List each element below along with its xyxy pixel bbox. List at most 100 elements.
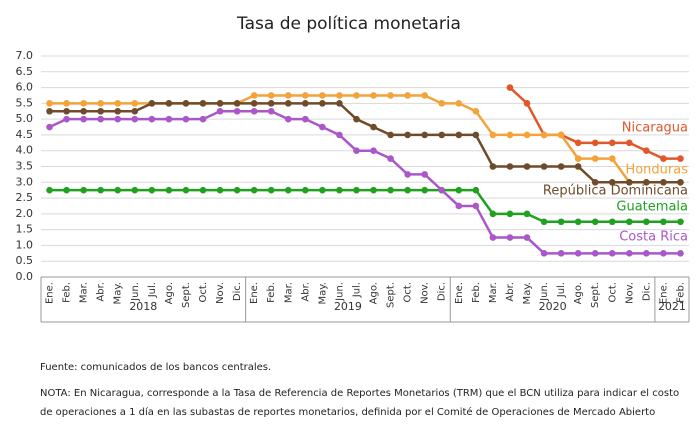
point [114, 115, 122, 123]
point [523, 234, 531, 241]
x-tick-label: Oct. [607, 282, 618, 302]
point [250, 186, 258, 194]
point [404, 186, 411, 194]
point [660, 250, 667, 257]
point [574, 139, 582, 147]
x-tick-label: Feb. [62, 282, 73, 303]
point [489, 234, 497, 241]
point [199, 115, 207, 123]
x-tick-label: Oct. [198, 282, 209, 302]
point [353, 186, 360, 194]
point [608, 155, 616, 162]
point [608, 250, 616, 257]
point [608, 218, 616, 226]
series-label: Costa Rica [619, 230, 688, 245]
x-tick-label: Oct. [403, 282, 414, 302]
point [370, 147, 377, 155]
y-tick-label: 3.0 [16, 175, 34, 188]
point [677, 250, 684, 257]
point [336, 131, 343, 139]
point [267, 186, 275, 194]
series-label: Nicaragua [622, 121, 688, 136]
point [472, 186, 480, 194]
source: Fuente: comunicados de los bancos centra… [40, 362, 272, 373]
chart-title: Tasa de política monetaria [236, 14, 461, 34]
point [336, 92, 343, 99]
point [540, 163, 548, 170]
year-label: 2021 [658, 300, 686, 313]
x-tick-label: Mar. [488, 282, 499, 303]
point [643, 178, 650, 186]
x-tick-label: Dic. [232, 282, 243, 301]
y-tick-label: 4.5 [16, 128, 34, 141]
point [506, 163, 514, 170]
point [421, 171, 428, 178]
x-tick-label: Abr. [300, 282, 311, 302]
point [677, 155, 684, 162]
point [302, 92, 309, 99]
point [455, 100, 463, 107]
x-tick-label: Jun. [130, 282, 141, 302]
point [250, 107, 258, 115]
x-tick-label: Jun. [539, 282, 550, 302]
x-tick-label: Ene. [454, 282, 465, 304]
point [591, 218, 599, 226]
point [46, 107, 53, 115]
point [643, 147, 650, 155]
point [216, 107, 224, 115]
point [626, 250, 633, 257]
point [97, 186, 104, 194]
year-label: 2019 [334, 300, 362, 313]
x-tick-label: Jul. [556, 282, 567, 298]
point [182, 100, 190, 107]
point [557, 250, 565, 257]
point [489, 163, 497, 170]
x-tick-label: Ago. [369, 282, 380, 304]
x-tick-label: May. [113, 282, 124, 304]
x-tick-label: Mar. [283, 282, 294, 303]
point [506, 84, 514, 91]
point [421, 186, 428, 194]
point [131, 186, 139, 194]
point [63, 186, 70, 194]
point [557, 163, 565, 170]
point [131, 100, 139, 107]
x-tick-label: Mar. [79, 282, 90, 303]
point [165, 186, 173, 194]
point [319, 123, 326, 131]
x-tick-label: Ene. [249, 282, 260, 304]
point [284, 115, 292, 123]
point [148, 186, 156, 194]
point [643, 250, 650, 257]
point [353, 115, 360, 123]
point [387, 155, 394, 162]
point [455, 202, 463, 210]
point [370, 123, 377, 131]
point [608, 139, 616, 147]
point [677, 178, 684, 186]
point [165, 115, 173, 123]
point [421, 131, 428, 139]
x-tick-label: Nov. [215, 282, 226, 304]
point [574, 250, 582, 257]
x-tick-label: Ene. [658, 282, 669, 304]
point [626, 218, 633, 226]
point [199, 100, 207, 107]
point [472, 107, 480, 115]
point [404, 92, 411, 99]
x-tick-label: Nov. [624, 282, 635, 304]
point [438, 100, 446, 107]
point [626, 139, 633, 147]
point [591, 155, 599, 162]
point [114, 107, 122, 115]
point [284, 100, 292, 107]
point [643, 218, 650, 226]
point [148, 115, 156, 123]
point [182, 186, 190, 194]
point [540, 131, 548, 139]
series-line [49, 94, 681, 184]
point [302, 115, 309, 123]
point [97, 107, 104, 115]
series-label: Guatemala [616, 200, 688, 215]
point [626, 178, 633, 186]
